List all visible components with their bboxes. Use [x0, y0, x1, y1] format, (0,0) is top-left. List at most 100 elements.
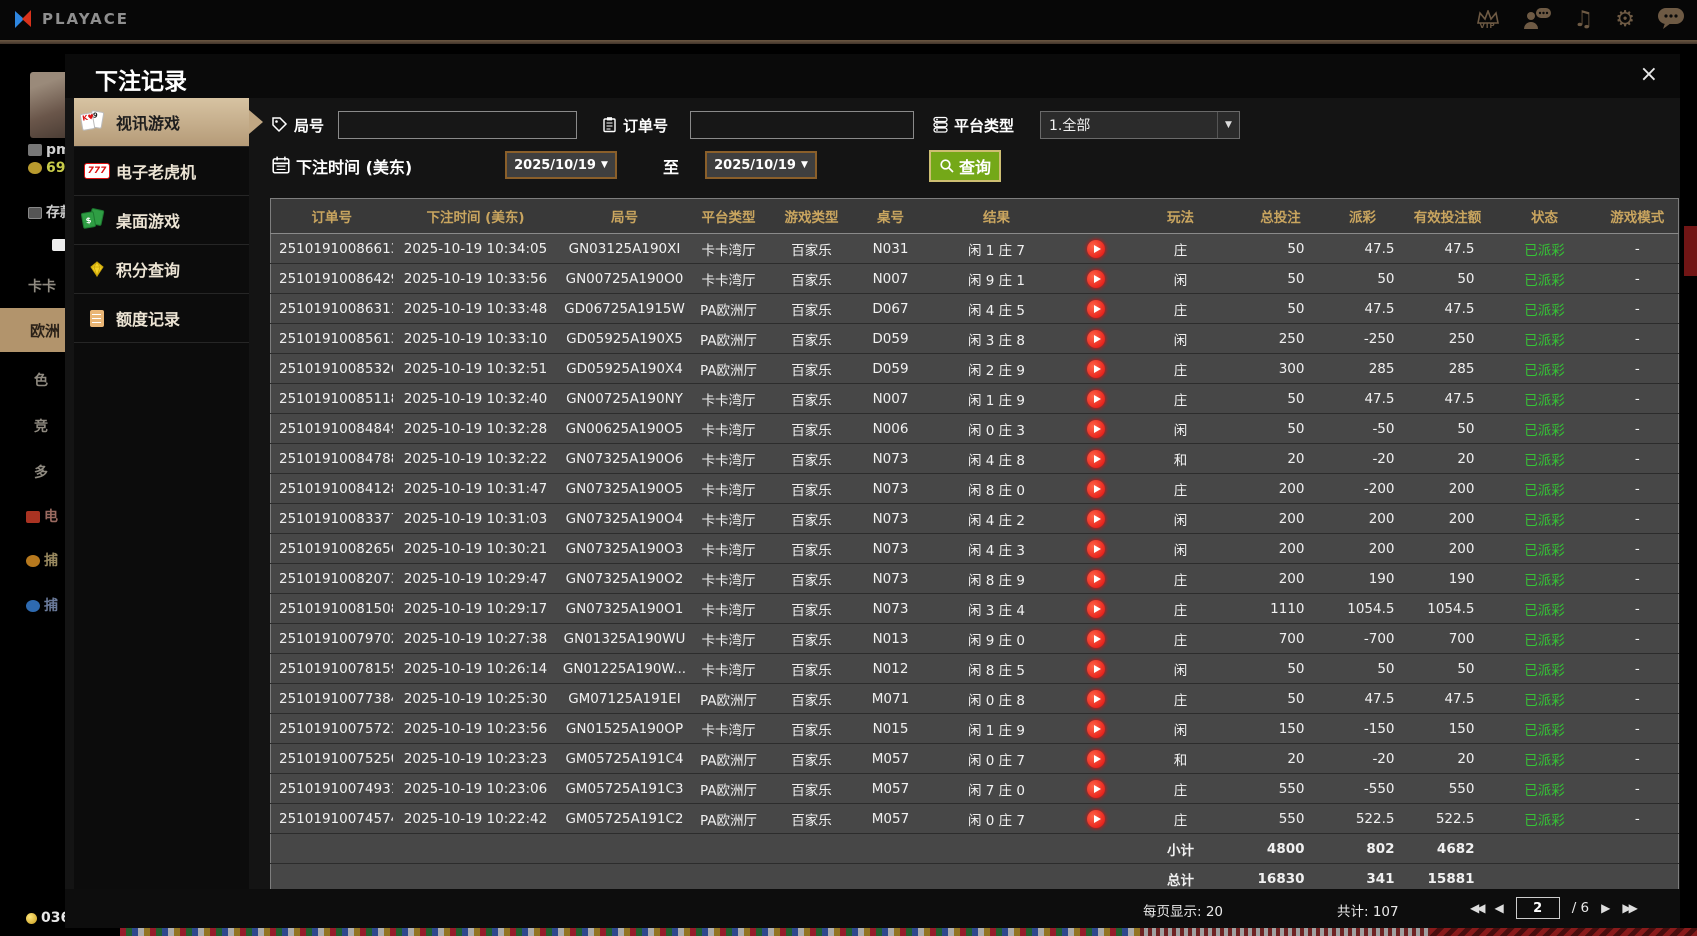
- play-icon[interactable]: [1086, 539, 1105, 558]
- last-page-icon[interactable]: ▶▶: [1622, 901, 1638, 915]
- cell-payout: 47.5: [1322, 383, 1403, 414]
- play-icon[interactable]: [1086, 749, 1105, 768]
- order-input[interactable]: [690, 111, 914, 139]
- music-icon[interactable]: ♫: [1573, 7, 1594, 32]
- cell-payout: 190: [1322, 563, 1403, 594]
- play-icon[interactable]: [1086, 449, 1105, 468]
- cell-replay: [1068, 293, 1123, 324]
- cell-game-type: 百家乐: [766, 233, 857, 264]
- cell-replay: [1068, 803, 1123, 834]
- cell-valid-bet: 550: [1402, 773, 1493, 804]
- cell-order-no: 251019100866131: [270, 233, 393, 264]
- cell-order-no: 251019100781598: [270, 653, 393, 684]
- tab-points-query[interactable]: 积分查询: [74, 245, 249, 294]
- round-input[interactable]: [338, 111, 577, 139]
- cell-valid-bet: 47.5: [1402, 233, 1493, 264]
- play-icon[interactable]: [1086, 239, 1105, 258]
- search-button[interactable]: 查询: [929, 150, 1002, 182]
- cell-status: 已派彩: [1492, 713, 1597, 744]
- gear-icon[interactable]: ⚙: [1615, 7, 1635, 32]
- table-row: 251019100757235 2025-10-19 10:23:56 GN01…: [270, 713, 1679, 744]
- next-page-icon[interactable]: ▶: [1601, 901, 1611, 915]
- background-slots-partial: 电: [26, 506, 58, 526]
- cell-game-type: 百家乐: [766, 473, 857, 504]
- play-icon[interactable]: [1086, 299, 1105, 318]
- cell-status: 已派彩: [1492, 383, 1597, 414]
- cell-replay: [1068, 263, 1123, 294]
- cell-round-no: GN07325A190O3: [558, 533, 691, 564]
- tab-quota-records[interactable]: 额度记录: [74, 294, 249, 343]
- cell-game-type: 百家乐: [766, 443, 857, 474]
- column-header: 下注时间 (美东): [392, 198, 559, 234]
- play-icon[interactable]: [1086, 599, 1105, 618]
- cell-game-type: 百家乐: [766, 803, 857, 834]
- cell-game-mode: -: [1596, 383, 1679, 414]
- calendar-icon: [272, 156, 290, 174]
- first-page-icon[interactable]: ◀◀: [1470, 901, 1486, 915]
- play-icon[interactable]: [1086, 479, 1105, 498]
- vip-icon[interactable]: VIP: [1476, 10, 1500, 30]
- play-icon[interactable]: [1086, 569, 1105, 588]
- play-icon[interactable]: [1086, 689, 1105, 708]
- cell-order-no: 251019100847889: [270, 443, 393, 474]
- play-icon[interactable]: [1086, 719, 1105, 738]
- cell-game-mode: -: [1596, 803, 1679, 834]
- chevron-down-icon: ▼: [1217, 112, 1239, 138]
- subtotal-row: 小计 4800 802 4682: [270, 833, 1679, 864]
- cell-total-bet: 700: [1238, 623, 1323, 654]
- cell-bet-time: 2025-10-19 10:33:56: [392, 263, 559, 294]
- cell-order-no: 251019100848493: [270, 413, 393, 444]
- cell-replay: [1068, 323, 1123, 354]
- tab-table-games[interactable]: $ 桌面游戏: [74, 196, 249, 245]
- play-icon[interactable]: [1086, 389, 1105, 408]
- table-row: 251019100826566 2025-10-19 10:30:21 GN07…: [270, 533, 1679, 564]
- close-icon[interactable]: ×: [1639, 62, 1658, 87]
- play-icon[interactable]: [1086, 419, 1105, 438]
- page-input[interactable]: 2: [1515, 897, 1560, 919]
- customer-service-icon[interactable]: [1522, 6, 1552, 34]
- play-icon[interactable]: [1086, 629, 1105, 648]
- platform-select[interactable]: 1.全部 ▼: [1040, 111, 1240, 139]
- cell-status: 已派彩: [1492, 533, 1597, 564]
- play-icon[interactable]: [1086, 509, 1105, 528]
- cell-status: 已派彩: [1492, 653, 1597, 684]
- cell-round-no: GN07325A190O4: [558, 503, 691, 534]
- play-icon[interactable]: [1086, 359, 1105, 378]
- cell-status: 已派彩: [1492, 563, 1597, 594]
- round-label: 局号: [294, 117, 325, 135]
- play-icon[interactable]: [1086, 809, 1105, 828]
- cell-platform: 卡卡湾厅: [690, 623, 767, 654]
- tab-slots[interactable]: 777 电子老虎机: [74, 147, 249, 196]
- cell-game-type: 百家乐: [766, 413, 857, 444]
- tab-video-games[interactable]: 9 K♥ 视讯游戏: [74, 98, 263, 147]
- background-menu-item: 色: [34, 373, 48, 389]
- cell-result: 闲 4 庄 8: [924, 443, 1069, 474]
- background-game-tiles: [1140, 928, 1430, 936]
- cell-bet-time: 2025-10-19 10:29:17: [392, 593, 559, 624]
- play-icon[interactable]: [1086, 779, 1105, 798]
- table-row: 251019100833779 2025-10-19 10:31:03 GN07…: [270, 503, 1679, 534]
- cell-game-mode: -: [1596, 263, 1679, 294]
- cell-status: 已派彩: [1492, 773, 1597, 804]
- cell-bet-time: 2025-10-19 10:29:47: [392, 563, 559, 594]
- cell-total-bet: 50: [1238, 653, 1323, 684]
- cell-bet-type: 庄: [1122, 383, 1239, 414]
- cell-valid-bet: 285: [1402, 353, 1493, 384]
- cell-game-type: 百家乐: [766, 383, 857, 414]
- cell-result: 闲 3 庄 4: [924, 593, 1069, 624]
- date-from-select[interactable]: 2025/10/19 ▼: [505, 151, 617, 179]
- cell-payout: 47.5: [1322, 233, 1403, 264]
- cell-payout: 285: [1322, 353, 1403, 384]
- prev-page-icon[interactable]: ◀: [1494, 901, 1504, 915]
- play-icon[interactable]: [1086, 329, 1105, 348]
- play-icon[interactable]: [1086, 269, 1105, 288]
- cell-table-no: D067: [856, 293, 925, 324]
- cell-order-no: 251019100841288: [270, 473, 393, 504]
- play-icon[interactable]: [1086, 659, 1105, 678]
- chat-icon[interactable]: [1657, 6, 1685, 34]
- cell-game-type: 百家乐: [766, 593, 857, 624]
- cell-status: 已派彩: [1492, 263, 1597, 294]
- cell-result: 闲 2 庄 9: [924, 353, 1069, 384]
- date-to-select[interactable]: 2025/10/19 ▼: [705, 151, 817, 179]
- cell-total-bet: 1110: [1238, 593, 1323, 624]
